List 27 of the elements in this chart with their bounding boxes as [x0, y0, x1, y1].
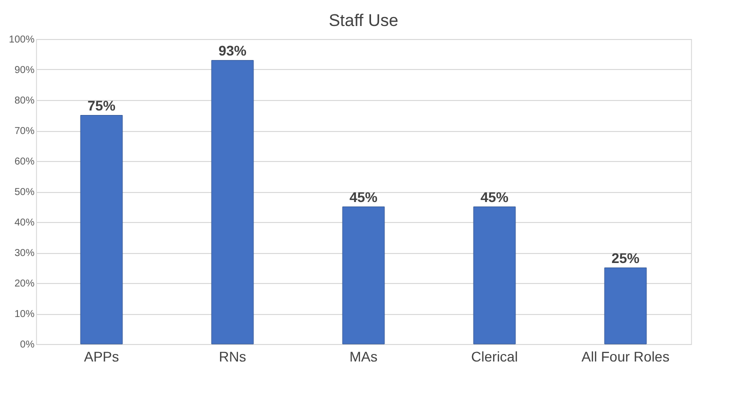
bar: [342, 206, 385, 344]
data-label: 45%: [349, 188, 378, 205]
y-tick-label: 70%: [14, 126, 35, 137]
data-label: 93%: [218, 42, 248, 58]
y-tick-label: 40%: [14, 218, 35, 228]
y-tick-label: 100%: [8, 34, 35, 46]
data-label: 75%: [87, 97, 116, 114]
x-tick-label: All Four Roles: [582, 348, 670, 364]
data-label: 25%: [611, 250, 640, 266]
y-tick-label: 30%: [14, 248, 35, 259]
y-tick-label: 0%: [20, 340, 35, 350]
bar: [211, 60, 254, 344]
x-tick-label: MAs: [350, 348, 378, 364]
y-tick-label: 60%: [14, 156, 35, 168]
x-tick-label: APPs: [84, 348, 120, 364]
bar: [473, 206, 516, 344]
y-tick-label: 90%: [14, 65, 35, 76]
bar: [80, 115, 123, 344]
y-tick-label: 50%: [14, 187, 35, 198]
x-tick-label: Clerical: [471, 348, 518, 364]
x-tick-label: RNs: [218, 348, 246, 364]
y-tick-label: 80%: [14, 96, 35, 106]
data-label: 45%: [480, 188, 510, 205]
y-tick-label: 10%: [14, 309, 35, 320]
bar: [604, 268, 647, 344]
y-tick-label: 20%: [14, 278, 35, 290]
chart-title: Staff Use: [328, 11, 398, 30]
